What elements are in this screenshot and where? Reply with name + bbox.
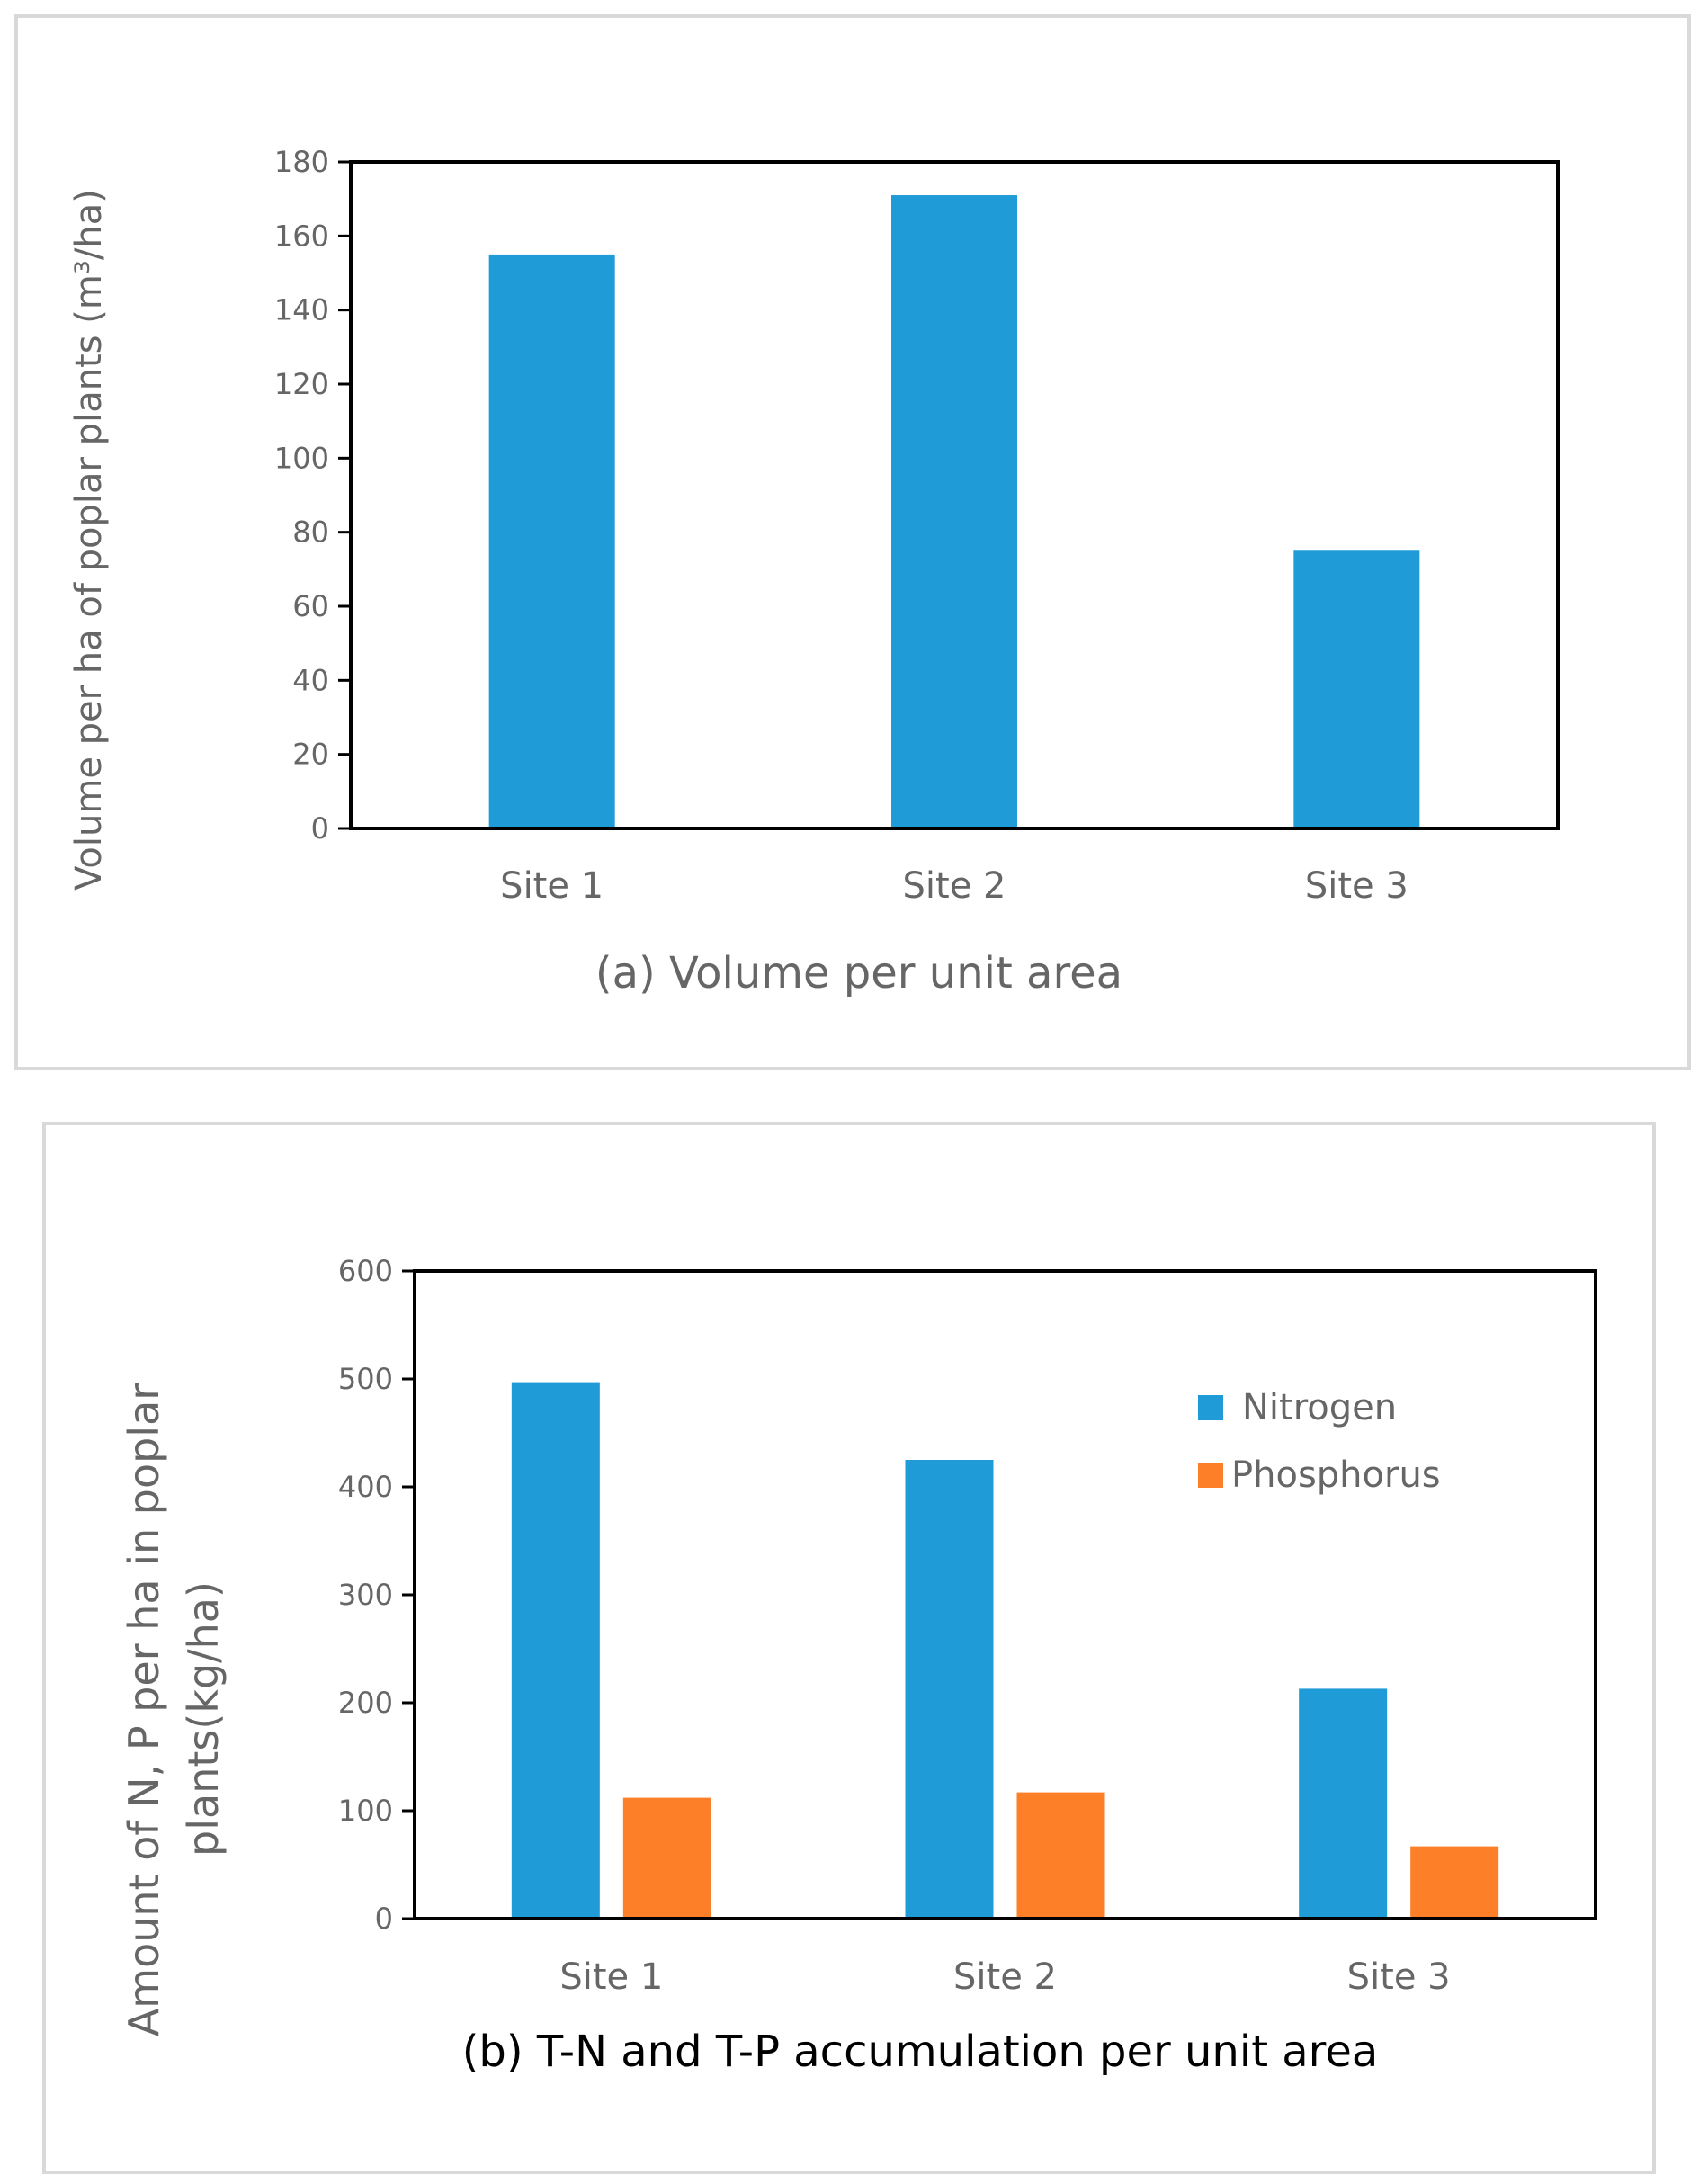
chart-title: (a) Volume per unit area (595, 948, 1122, 998)
bar-phosphorus-site-1 (622, 1797, 711, 1919)
y-axis-label-line-2: plants(kg/ha) (179, 1581, 228, 1857)
bar-phosphorus-site-3 (1410, 1846, 1499, 1919)
bar-volume-site-1 (488, 254, 615, 829)
y-axis-label-line-1: Amount of N, P per ha in poplar (120, 1383, 168, 2036)
bar-nitrogen-site-2 (905, 1460, 994, 1919)
bar-nitrogen-site-3 (1299, 1688, 1388, 1919)
y-tick-label: 0 (311, 811, 329, 846)
y-tick-label: 300 (338, 1578, 393, 1612)
y-axis-label: Volume per ha of poplar plants (m³/ha) (68, 189, 110, 891)
y-tick-label: 100 (274, 441, 329, 475)
chart-panel-nutrients: 0 100 200 300 400 500 600 Site 1 Site 2 Site 3 A… (42, 1122, 1656, 2174)
legend-label-phosphorus: Phosphorus (1231, 1455, 1441, 1496)
bar-phosphorus-site-2 (1016, 1792, 1105, 1919)
bar-volume-site-2 (891, 195, 1017, 829)
x-category-label: Site 1 (559, 1956, 663, 1998)
x-category-label: Site 2 (953, 1956, 1057, 1998)
chart-title: (b) T-N and T-P accumulation per unit ar… (462, 2027, 1379, 2077)
legend-label-nitrogen: Nitrogen (1242, 1387, 1397, 1428)
y-tick-label: 500 (338, 1362, 393, 1396)
y-tick-label: 60 (292, 589, 329, 623)
y-tick-label: 400 (338, 1470, 393, 1504)
x-category-label: Site 3 (1347, 1956, 1451, 1998)
y-tick-label: 600 (338, 1254, 393, 1288)
bar-nitrogen-site-1 (511, 1382, 600, 1919)
x-category-label: Site 3 (1305, 865, 1408, 907)
legend-swatch-nitrogen (1198, 1395, 1223, 1420)
y-tick-label: 200 (338, 1686, 393, 1720)
y-tick-label: 120 (274, 367, 329, 401)
legend: Nitrogen Phosphorus (1198, 1387, 1441, 1496)
bar-volume-site-3 (1293, 550, 1420, 828)
x-category-label: Site 1 (500, 865, 604, 907)
legend-swatch-phosphorus (1198, 1463, 1223, 1488)
plot-frame (349, 160, 1560, 830)
y-tick-label: 180 (274, 145, 329, 179)
volume-chart: 0 20 40 60 80 100 120 140 160 180 Site 1 Site 2 Sit… (68, 145, 1560, 998)
y-tick-label: 40 (292, 663, 329, 697)
x-category-label: Site 2 (903, 865, 1006, 907)
y-tick-label: 20 (292, 738, 329, 772)
y-tick-label: 140 (274, 293, 329, 327)
y-tick-label: 80 (292, 515, 329, 550)
nutrient-chart: 0 100 200 300 400 500 600 Site 1 Site 2 Site 3 A… (120, 1254, 1597, 2077)
y-tick-label: 0 (375, 1902, 393, 1936)
chart-panel-volume: 0 20 40 60 80 100 120 140 160 180 Site 1 Site 2 Sit… (14, 14, 1691, 1070)
y-tick-label: 160 (274, 219, 329, 253)
y-tick-label: 100 (338, 1794, 393, 1828)
